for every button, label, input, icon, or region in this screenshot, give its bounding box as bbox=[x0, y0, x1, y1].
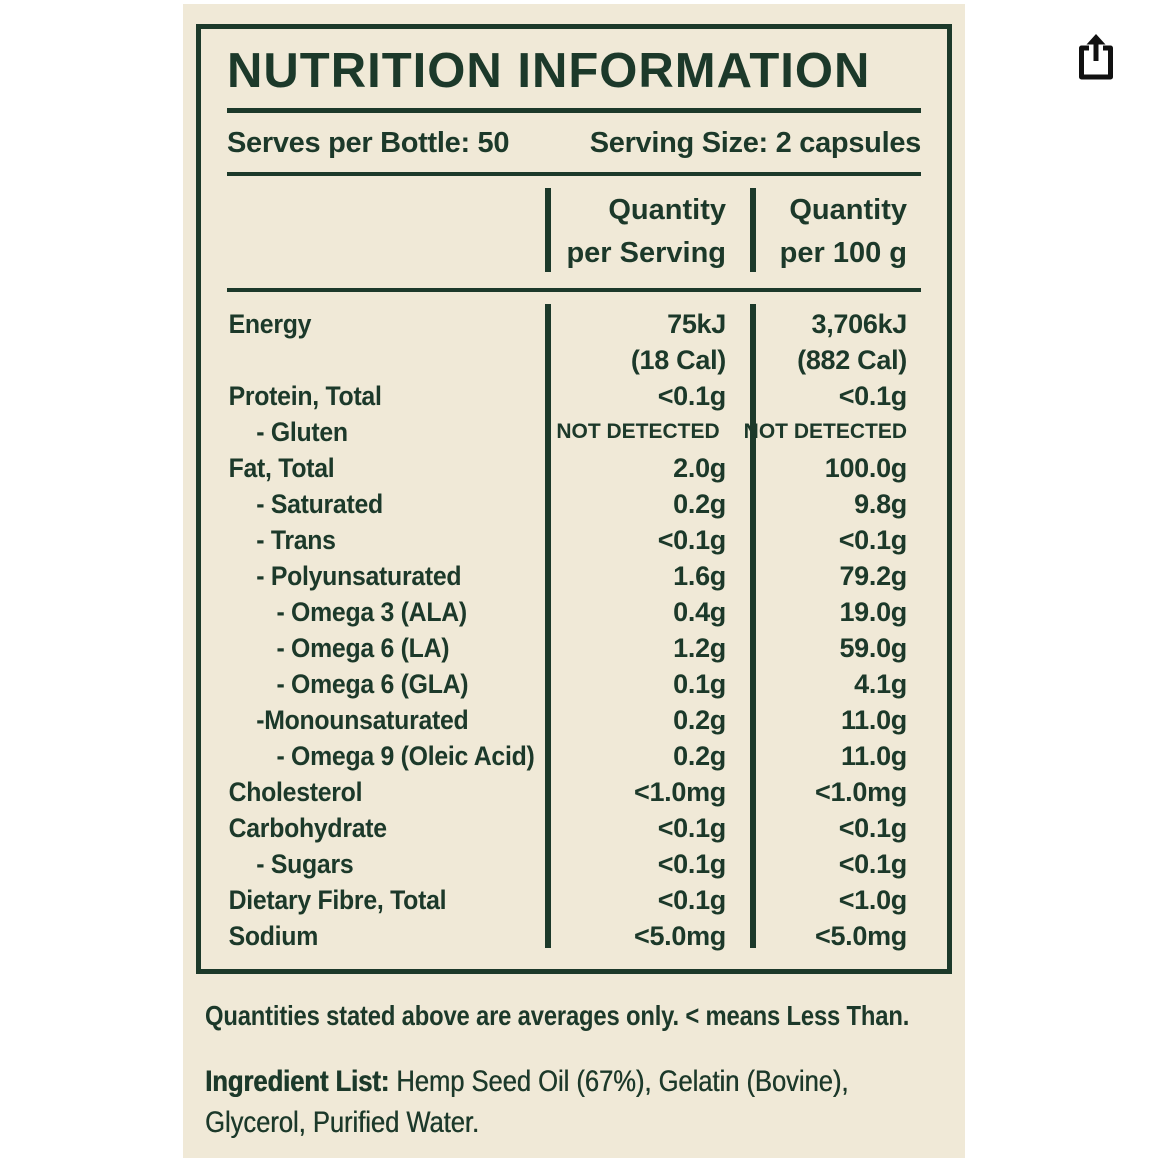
table-row: Cholesterol <1.0mg <1.0mg bbox=[201, 774, 947, 810]
qty-per-serving: <0.1g bbox=[657, 525, 727, 556]
qty-per-serving: <5.0mg bbox=[633, 921, 726, 952]
nutrient-label: -Monounsaturated bbox=[256, 705, 469, 736]
divider bbox=[227, 288, 921, 293]
qty-per-serving: <0.1g bbox=[657, 885, 727, 916]
qty-per-100g: <5.0mg bbox=[814, 921, 907, 952]
averages-note: Quantities stated above are averages onl… bbox=[205, 1000, 910, 1031]
table-row: Energy 75kJ 3,706kJ bbox=[201, 306, 947, 342]
qty-per-serving: 0.2g bbox=[673, 741, 726, 772]
qty-per-100g: 19.0g bbox=[839, 597, 907, 628]
nutrient-label bbox=[201, 342, 517, 378]
table-row: Carbohydrate <0.1g <0.1g bbox=[201, 810, 947, 846]
nutrient-label: Protein, Total bbox=[228, 381, 382, 412]
nutrient-label: Cholesterol bbox=[228, 777, 363, 808]
table-row: - Polyunsaturated 1.6g 79.2g bbox=[201, 558, 947, 594]
divider bbox=[227, 108, 921, 114]
qty-per-serving: 0.2g bbox=[673, 705, 726, 736]
qty-per-serving: 75kJ bbox=[667, 309, 726, 340]
nutrient-label: - Trans bbox=[256, 525, 336, 556]
ingredient-list-label: Ingredient List: bbox=[205, 1065, 390, 1098]
qty-per-serving: 0.2g bbox=[673, 489, 726, 520]
qty-per-100g: <0.1g bbox=[838, 813, 908, 844]
table-row: - Gluten NOT DETECTED NOT DETECTED bbox=[201, 414, 947, 450]
nutrient-label: Sodium bbox=[228, 921, 319, 952]
panel-title: NUTRITION INFORMATION bbox=[227, 44, 871, 98]
nutrient-label: - Gluten bbox=[256, 417, 348, 448]
column-headers: Quantity per Serving Quantity per 100 g bbox=[201, 176, 947, 288]
table-row: Fat, Total 2.0g 100.0g bbox=[201, 450, 947, 486]
qty-per-100g: 11.0g bbox=[840, 741, 907, 772]
qty-per-serving: <1.0mg bbox=[633, 777, 726, 808]
qty-per-100g: <0.1g bbox=[838, 381, 908, 412]
qty-per-100g: NOT DETECTED bbox=[743, 420, 907, 444]
nutrient-label: - Sugars bbox=[256, 849, 354, 880]
column-divider bbox=[750, 188, 756, 273]
qty-per-100g: 100.0g bbox=[824, 453, 908, 484]
serving-info-row: Serves per Bottle: 50 Serving Size: 2 ca… bbox=[227, 127, 921, 160]
qty-per-serving: <0.1g bbox=[657, 813, 727, 844]
column-divider bbox=[750, 304, 756, 949]
qty-per-100g: <0.1g bbox=[838, 525, 908, 556]
share-button[interactable] bbox=[1074, 30, 1122, 84]
nutrient-label: - Omega 3 (ALA) bbox=[276, 597, 467, 628]
qty-per-100g: 4.1g bbox=[854, 669, 907, 700]
qty-per-serving: 0.1g bbox=[673, 669, 726, 700]
column-divider bbox=[545, 304, 551, 949]
qty-per-100g: <0.1g bbox=[838, 849, 908, 880]
qty-per-100g: (882 Cal) bbox=[797, 345, 907, 376]
nutrient-label: - Omega 9 (Oleic Acid) bbox=[276, 741, 535, 772]
table-row: Sodium <5.0mg <5.0mg bbox=[201, 918, 947, 954]
qty-per-serving: 1.2g bbox=[673, 633, 726, 664]
nutrient-label: Fat, Total bbox=[228, 453, 335, 484]
table-row: - Omega 9 (Oleic Acid) 0.2g 11.0g bbox=[201, 738, 947, 774]
nutrient-label: Dietary Fibre, Total bbox=[228, 885, 447, 916]
nutrient-label: - Omega 6 (GLA) bbox=[276, 669, 469, 700]
table-row: - Saturated 0.2g 9.8g bbox=[201, 486, 947, 522]
divider bbox=[227, 172, 921, 177]
ingredient-list-text: Hemp Seed Oil (67%), Gelatin (Bovine), G… bbox=[205, 1065, 849, 1139]
qty-per-100g: 3,706kJ bbox=[811, 309, 908, 340]
qty-per-serving: <0.1g bbox=[657, 849, 727, 880]
table-row: Protein, Total <0.1g <0.1g bbox=[201, 378, 947, 414]
nutrient-label: Energy bbox=[228, 309, 312, 340]
nutrient-label: Carbohydrate bbox=[228, 813, 387, 844]
qty-per-serving: 1.6g bbox=[673, 561, 726, 592]
qty-per-100g: 79.2g bbox=[839, 561, 907, 592]
nutrition-rows: Energy 75kJ 3,706kJ (18 Cal) (882 Cal) Protei… bbox=[201, 292, 947, 969]
qty-per-serving: 0.4g bbox=[673, 597, 726, 628]
qty-per-100g: <1.0mg bbox=[814, 777, 907, 808]
table-row: -Monounsaturated 0.2g 11.0g bbox=[201, 702, 947, 738]
qty-per-serving: <0.1g bbox=[657, 381, 727, 412]
serving-size: Serving Size: 2 capsules bbox=[589, 127, 922, 160]
table-row: - Omega 6 (GLA) 0.1g 4.1g bbox=[201, 666, 947, 702]
column-header-per-100g: Quantity per 100 g bbox=[779, 193, 907, 270]
serves-per-bottle: Serves per Bottle: 50 bbox=[227, 127, 510, 160]
table-row: - Omega 3 (ALA) 0.4g 19.0g bbox=[201, 594, 947, 630]
share-icon bbox=[1079, 34, 1113, 80]
qty-per-100g: 9.8g bbox=[854, 489, 907, 520]
nutrient-label: - Omega 6 (LA) bbox=[276, 633, 450, 664]
qty-per-serving: 2.0g bbox=[673, 453, 726, 484]
nutrient-label: - Saturated bbox=[256, 489, 383, 520]
table-row: Dietary Fibre, Total <0.1g <1.0g bbox=[201, 882, 947, 918]
nutrient-label: - Polyunsaturated bbox=[256, 561, 462, 592]
nutrition-panel: NUTRITION INFORMATION Serves per Bottle:… bbox=[196, 24, 952, 974]
ingredient-list: Ingredient List: Hemp Seed Oil (67%), Ge… bbox=[205, 1062, 953, 1143]
product-image[interactable]: NUTRITION INFORMATION Serves per Bottle:… bbox=[183, 4, 965, 1158]
qty-per-100g: 11.0g bbox=[840, 705, 907, 736]
table-row: - Omega 6 (LA) 1.2g 59.0g bbox=[201, 630, 947, 666]
qty-per-serving: (18 Cal) bbox=[630, 345, 726, 376]
table-row: (18 Cal) (882 Cal) bbox=[201, 342, 947, 378]
qty-per-100g: <1.0g bbox=[838, 885, 908, 916]
column-divider bbox=[545, 188, 551, 273]
qty-per-serving: NOT DETECTED bbox=[556, 420, 720, 444]
table-row: - Trans <0.1g <0.1g bbox=[201, 522, 947, 558]
table-row: - Sugars <0.1g <0.1g bbox=[201, 846, 947, 882]
column-header-per-serving: Quantity per Serving bbox=[566, 193, 726, 270]
qty-per-100g: 59.0g bbox=[839, 633, 907, 664]
